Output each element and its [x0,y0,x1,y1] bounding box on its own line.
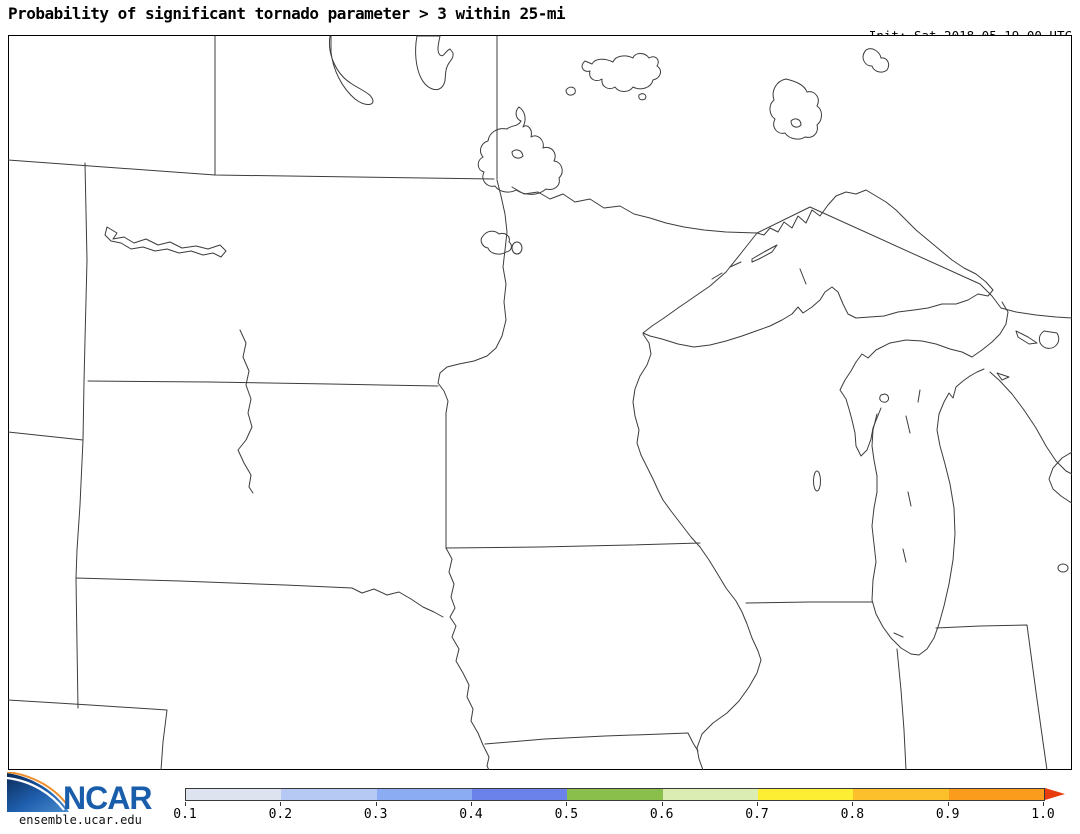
colorbar-tick [1043,802,1044,806]
rainy-lake-outline [581,53,661,92]
colorbar-tick-label: 0.7 [745,807,769,822]
missouri-river-southdakota [237,329,254,494]
colorbar-tick [566,802,568,806]
lake-winnipeg-outline [415,35,454,91]
colorbar-tick-label: 0.8 [840,807,865,822]
red-lake-outline [480,230,512,255]
colorbar-tick [375,802,377,806]
colorbar-segment [471,789,568,800]
border-wyoming-colorado-nebraska [8,699,168,770]
colorbar-segment [376,789,472,800]
small-border-lake-2 [638,93,647,101]
colorbar-tick [947,802,949,806]
colorbar-segment [853,789,949,800]
border-wisconsin-illinois [745,601,873,604]
lake-of-the-woods-island [511,149,524,159]
lake-of-the-woods-outline [477,106,563,195]
border-minnesota-dakotas-red-river [437,179,508,549]
isle-royale-outline [751,244,778,263]
saginaw-bay-outline [1048,451,1072,504]
colorbar-tick-label: 0.2 [268,807,293,822]
bois-blanc-island [996,372,1010,381]
colorbar-segment [567,789,663,800]
colorbar-segment [948,789,1044,800]
mille-lacs-lake [511,241,523,255]
upper-peninsula-lake-michigan-shore [839,301,1009,457]
page-title: Probability of significant tornado param… [8,4,566,23]
map-canvas [8,35,1072,770]
border-lake-superior-crossing [756,206,1072,319]
colorbar-tick-label: 0.9 [935,807,960,822]
colorbar-segment [662,789,758,800]
colorbar-segment [757,789,854,800]
ncar-logo-orange-arc [6,772,69,807]
border-southdakota-nebraska [75,577,444,618]
colorbar-tick-label: 0.6 [649,807,674,822]
lake-michigan-water-boundary-dashes [893,389,921,638]
ncar-logo: NCAR [6,772,153,814]
ncar-logo-white-arc [6,776,65,811]
colorbar-tick-label: 0.4 [459,807,483,822]
border-montana-wyoming-45n [8,431,84,441]
border-iowa-west-missouri-river [445,547,490,770]
superior-island-dashes [711,261,807,285]
small-border-lake [565,86,576,96]
colorbar: 0.1 0.2 0.3 0.4 0.5 0.6 0.7 0.8 0.9 1.0 [173,788,1065,828]
ncar-logo-text: NCAR [63,780,152,814]
washington-island [879,393,889,403]
border-minnesota-canada [511,186,758,234]
colorbar-tick [757,802,758,806]
colorbar-tick [471,802,472,806]
lake-nipigon-island [790,118,802,128]
ncar-logo-swoosh [7,773,69,812]
site-url: ensemble.ucar.edu [19,813,142,827]
colorbar-tick-label: 1.0 [1031,807,1055,822]
drummond-island [1015,330,1038,345]
border-minnesota-iowa [445,542,701,549]
colorbar-tick-label: 0.1 [173,807,197,822]
lake-nipigon-outline [769,78,822,140]
lake-manitoba-outline [328,35,374,105]
st-joseph-island [1038,330,1060,349]
colorbar-tick [661,802,663,806]
lake-superior-outline [642,189,994,348]
colorbar-arrow [1045,788,1065,800]
colorbar-tick-label: 0.3 [363,807,388,822]
border-michigan-indiana-ohio [935,624,1048,770]
colorbar-segment [281,789,377,800]
border-minnesota-wisconsin-mississippi [632,333,762,770]
border-montana-wyoming-east [75,162,88,709]
lake-huron-shore [989,371,1072,475]
colorbar-segments [185,788,1045,801]
lake-sakakawea-outline [104,226,227,258]
lake-winnebago [813,470,821,492]
border-illinois-indiana [896,648,907,770]
houghton-lake [1057,563,1069,573]
map-frame [8,35,1072,770]
border-iowa-missouri [484,732,699,752]
colorbar-segment [186,789,282,800]
colorbar-tick [280,802,282,806]
colorbar-tick [852,802,854,806]
long-lake-outline [862,48,890,73]
colorbar-tick [185,802,186,806]
border-northdakota-southdakota [87,380,439,387]
lake-michigan-outline [871,368,985,656]
colorbar-tick-label: 0.5 [554,807,579,822]
